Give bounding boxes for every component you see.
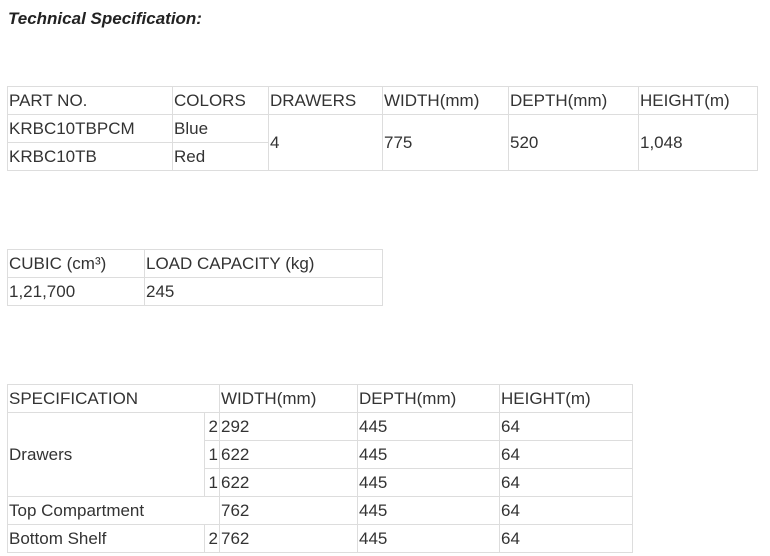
table-header-row: PART NO. COLORS DRAWERS WIDTH(mm) DEPTH(… — [7, 86, 758, 115]
height-value: 64 — [499, 440, 633, 469]
header-cell: CUBIC (cm³) — [7, 249, 145, 278]
depth-value: 445 — [357, 412, 500, 441]
header-cell: LOAD CAPACITY (kg) — [144, 249, 383, 278]
part-table: PART NO. COLORS DRAWERS WIDTH(mm) DEPTH(… — [7, 86, 758, 171]
quantity: 2 — [204, 524, 220, 553]
table-row: Drawers 2 292 445 64 — [7, 412, 633, 497]
depth-value: 445 — [357, 440, 500, 469]
height-value: 64 — [499, 524, 633, 553]
cubic-value: 1,21,700 — [7, 277, 145, 306]
header-cell: HEIGHT(m) — [638, 86, 758, 115]
table-row: 1,21,700 245 — [7, 277, 383, 306]
height-value: 64 — [499, 412, 633, 441]
part-number: KRBC10TB — [7, 142, 173, 171]
width-value: 762 — [219, 496, 358, 525]
header-cell: COLORS — [172, 86, 269, 115]
width-value: 292 — [219, 412, 358, 441]
header-cell: WIDTH(mm) — [382, 86, 509, 115]
table-row: 1 622 445 64 — [8, 440, 633, 469]
depth-value: 445 — [357, 524, 500, 553]
specification-table: SPECIFICATION WIDTH(mm) DEPTH(mm) HEIGHT… — [7, 384, 633, 553]
header-cell: SPECIFICATION — [7, 384, 220, 413]
table-row: Top Compartment 762 445 64 — [7, 496, 633, 525]
header-cell: PART NO. — [7, 86, 173, 115]
color: Red — [172, 142, 269, 171]
width-value: 622 — [219, 440, 358, 469]
color: Blue — [172, 114, 269, 143]
capacity-table: CUBIC (cm³) LOAD CAPACITY (kg) 1,21,700 … — [7, 249, 383, 306]
depth-value: 520 — [508, 114, 639, 171]
width-value: 775 — [382, 114, 509, 171]
table-row: KRBC10TBPCM Blue 4 775 520 1,048 — [7, 114, 758, 171]
header-cell: DRAWERS — [268, 86, 383, 115]
table-row: 1 622 445 64 — [8, 468, 633, 497]
header-cell: WIDTH(mm) — [219, 384, 358, 413]
bottom-shelf-label: Bottom Shelf — [7, 524, 205, 553]
drawers-label: Drawers — [7, 412, 205, 497]
quantity: 2 — [204, 412, 220, 441]
header-cell: DEPTH(mm) — [357, 384, 500, 413]
part-number: KRBC10TBPCM — [7, 114, 173, 143]
header-cell: HEIGHT(m) — [499, 384, 633, 413]
table-header-row: SPECIFICATION WIDTH(mm) DEPTH(mm) HEIGHT… — [7, 384, 633, 413]
width-value: 762 — [219, 524, 358, 553]
width-value: 622 — [219, 468, 358, 497]
height-value: 64 — [499, 496, 633, 525]
table-row: Bottom Shelf 2 762 445 64 — [7, 524, 633, 553]
quantity: 1 — [204, 468, 220, 497]
load-capacity-value: 245 — [144, 277, 383, 306]
header-cell: DEPTH(mm) — [508, 86, 639, 115]
table-header-row: CUBIC (cm³) LOAD CAPACITY (kg) — [7, 249, 383, 278]
quantity: 1 — [204, 440, 220, 469]
section-title: Technical Specification: — [8, 9, 202, 28]
height-value: 64 — [499, 468, 633, 497]
table-row: KRBC10TB Red — [7, 142, 758, 171]
top-compartment-label: Top Compartment — [7, 496, 220, 525]
depth-value: 445 — [357, 468, 500, 497]
depth-value: 445 — [357, 496, 500, 525]
height-value: 1,048 — [638, 114, 758, 171]
drawers-count: 4 — [268, 114, 383, 171]
